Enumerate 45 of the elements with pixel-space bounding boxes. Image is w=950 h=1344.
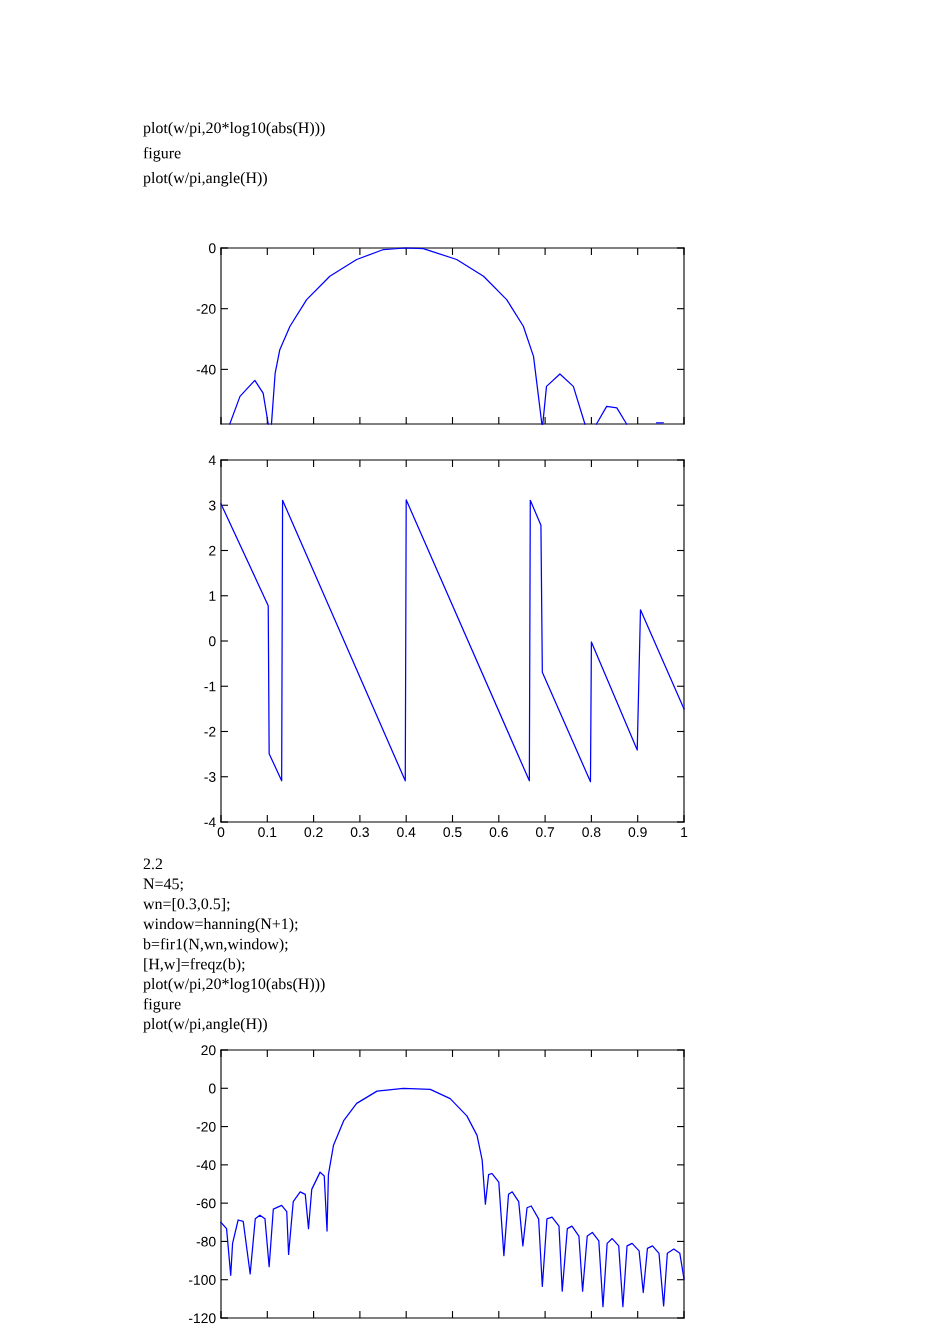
y-tick-label: 1 bbox=[209, 591, 216, 601]
x-tick-label: 0 bbox=[217, 827, 225, 838]
y-tick-label: 4 bbox=[208, 455, 216, 466]
y-tick-label: -20 bbox=[196, 304, 216, 314]
text: 2.2 bbox=[143, 858, 163, 870]
line-series bbox=[220, 1087, 685, 1308]
x-tick-label: 0.6 bbox=[489, 827, 508, 838]
text: plot(w/pi,angle(H)) bbox=[143, 172, 267, 187]
x-tick-label: 0.4 bbox=[397, 827, 416, 838]
x-tick-label: 0.3 bbox=[350, 827, 369, 838]
x-tick-label: 0.2 bbox=[304, 827, 323, 838]
x-tick-label: 0.9 bbox=[628, 827, 647, 838]
x-tick-label: 0.5 bbox=[443, 827, 462, 838]
text: window=hanning(N+1); bbox=[143, 918, 298, 933]
x-tick-label: 0.8 bbox=[582, 827, 601, 838]
y-tick-label: -3 bbox=[204, 772, 216, 782]
y-tick-label: -80 bbox=[196, 1236, 216, 1247]
text: wn=[0.3,0.5]; bbox=[143, 898, 230, 912]
y-tick-label: 20 bbox=[201, 1045, 216, 1056]
text: figure bbox=[143, 998, 181, 1013]
y-tick-label: 2 bbox=[209, 545, 216, 556]
y-tick-label: -4 bbox=[204, 817, 216, 828]
x-tick-label: 1 bbox=[681, 827, 688, 837]
text: plot(w/pi,angle(H)) bbox=[143, 1018, 267, 1033]
x-tick-label: 0.1 bbox=[258, 827, 277, 838]
y-tick-label: -60 bbox=[196, 1198, 216, 1209]
y-tick-label: 3 bbox=[208, 500, 216, 511]
y-tick-label: -1 bbox=[204, 681, 216, 692]
y-tick-label: 0 bbox=[208, 636, 216, 647]
y-tick-label: 0 bbox=[208, 243, 216, 254]
y-tick-label: -40 bbox=[196, 1160, 216, 1171]
y-tick-label: 0 bbox=[208, 1083, 216, 1094]
text: b=fir1(N,wn,window); bbox=[143, 938, 288, 953]
y-tick-label: -120 bbox=[188, 1313, 216, 1324]
text: [H,w]=freqz(b); bbox=[144, 958, 245, 973]
y-tick-label: -40 bbox=[196, 364, 216, 375]
y-tick-label: -100 bbox=[188, 1275, 216, 1285]
text: plot(w/pi,20*log10(abs(H))) bbox=[143, 978, 325, 993]
x-tick-label: 0.7 bbox=[535, 827, 555, 838]
line-series bbox=[220, 499, 685, 783]
y-tick-label: -2 bbox=[204, 726, 216, 737]
text: N=45; bbox=[143, 878, 183, 892]
y-tick-label: -20 bbox=[196, 1121, 216, 1132]
text: figure bbox=[143, 147, 181, 162]
text: plot(w/pi,20*log10(abs(H))) bbox=[143, 122, 325, 137]
